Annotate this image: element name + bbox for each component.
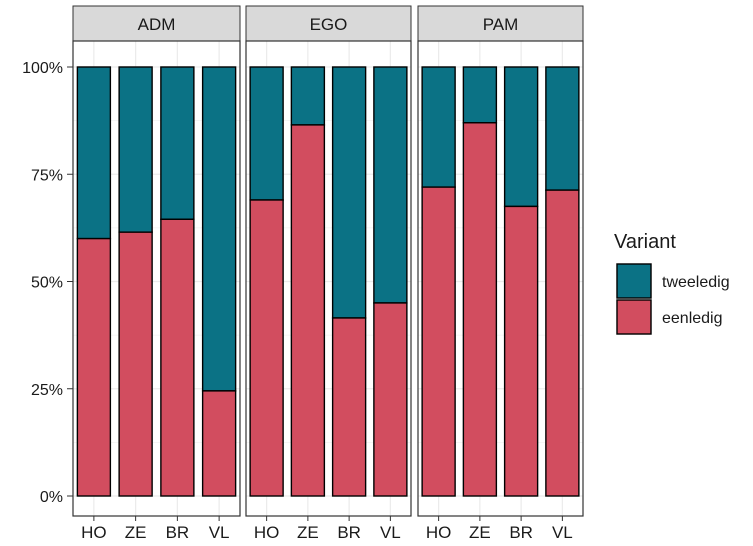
bar-segment-tweeledig (118, 66, 153, 233)
panel-border (72, 40, 241, 517)
facet-strip (417, 5, 584, 42)
bar-segment-eenledig (249, 199, 284, 497)
bar-segment-tweeledig (290, 66, 326, 126)
x-tick-label: ZE (125, 523, 147, 542)
bar-segment-eenledig (290, 124, 326, 497)
bar-segment-tweeledig (201, 66, 237, 392)
x-tick-label: HO (81, 523, 107, 542)
x-tick-label: VL (380, 523, 401, 542)
x-tick-label: ZE (297, 523, 319, 542)
facet-strip-label: EGO (310, 15, 348, 34)
bar-segment-eenledig (545, 189, 580, 497)
x-tick-label: BR (509, 523, 533, 542)
bar-segment-tweeledig (249, 66, 284, 201)
x-tick-label: HO (426, 523, 452, 542)
bar-segment-eenledig (201, 390, 237, 497)
x-tick-label: VL (552, 523, 573, 542)
panel-border (245, 40, 412, 517)
panel-border (417, 40, 584, 517)
bar-segment-eenledig (76, 237, 112, 497)
bar-segment-tweeledig (331, 66, 367, 319)
x-tick-label: ZE (469, 523, 491, 542)
bar-segment-tweeledig (421, 66, 456, 188)
legend-entry-label: tweeledig (662, 274, 730, 291)
bar-segment-tweeledig (545, 66, 580, 191)
bar-segment-eenledig (503, 205, 539, 497)
bar-segment-eenledig (373, 302, 408, 497)
bar-segment-eenledig (462, 122, 498, 497)
y-tick-label: 75% (31, 167, 63, 184)
y-tick-label: 25% (31, 382, 63, 399)
bar-segment-tweeledig (373, 66, 408, 304)
x-tick-label: HO (254, 523, 280, 542)
y-tick-label: 100% (22, 60, 63, 77)
y-tick-label: 50% (31, 275, 63, 292)
bar-segment-eenledig (421, 186, 456, 497)
legend-key-swatch (616, 263, 652, 299)
bar-segment-tweeledig (76, 66, 112, 240)
facet-strip-label: PAM (483, 15, 519, 34)
facet-strip (245, 5, 412, 42)
bar-segment-tweeledig (462, 66, 498, 124)
x-tick-label: BR (166, 523, 190, 542)
bar-segment-tweeledig (503, 66, 539, 208)
bar-segment-eenledig (331, 317, 367, 497)
bar-segment-eenledig (160, 218, 195, 497)
x-tick-label: BR (337, 523, 361, 542)
x-tick-label: VL (209, 523, 230, 542)
facet-strip-label: ADM (138, 15, 176, 34)
legend-title: Variant (614, 231, 676, 253)
bar-segment-tweeledig (160, 66, 195, 220)
bar-segment-eenledig (118, 231, 153, 497)
facet-strip (72, 5, 241, 42)
legend-key-swatch (616, 299, 652, 335)
y-tick-label: 0% (40, 489, 63, 506)
legend-entry-label: eenledig (662, 310, 723, 327)
